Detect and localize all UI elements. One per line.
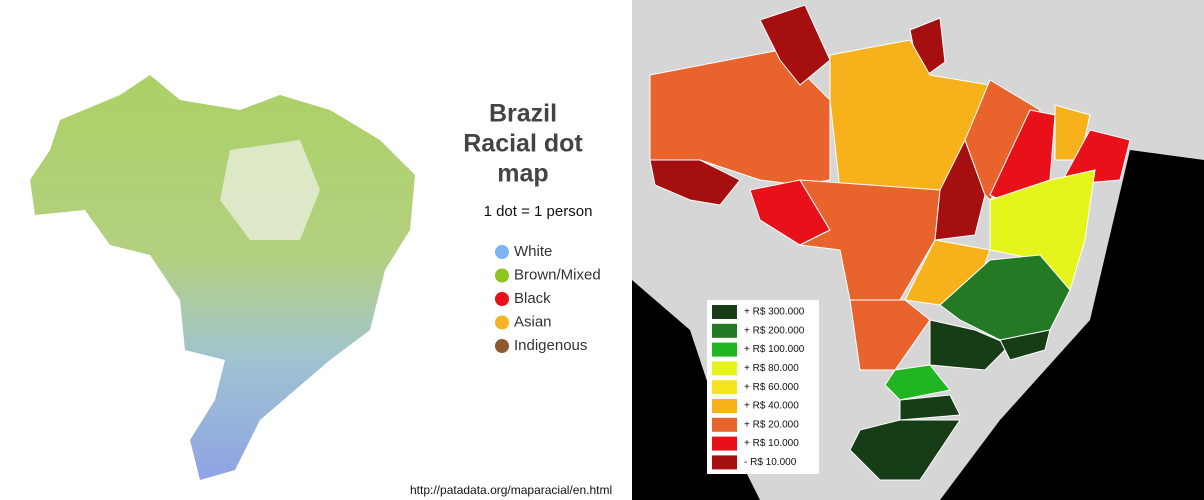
legend-label: + R$ 20.000	[744, 419, 799, 430]
legend-label: + R$ 100.000	[744, 344, 805, 355]
legend-swatch	[712, 417, 737, 432]
legend-swatch	[712, 399, 737, 413]
legend-swatch	[495, 315, 509, 330]
legend-label: White	[514, 243, 552, 260]
legend-swatch	[495, 292, 509, 306]
legend-label: Indigenous	[514, 337, 587, 354]
legend-swatch	[712, 361, 737, 376]
title-line: map	[497, 160, 548, 188]
title-line: Racial dot	[463, 130, 583, 158]
subtitle: 1 dot = 1 person	[484, 203, 593, 220]
source-url: http://patadata.org/maparacial/en.html	[410, 483, 612, 497]
legend-label: Brown/Mixed	[514, 266, 601, 283]
legend-swatch	[712, 455, 737, 470]
legend-label: + R$ 40.000	[744, 401, 799, 412]
legend-swatch	[712, 323, 737, 338]
legend-label: - R$ 10.000	[744, 457, 797, 468]
legend-swatch	[495, 245, 509, 259]
legend-label: + R$ 60.000	[744, 382, 799, 393]
states	[649, 4, 1131, 481]
legend: White Brown/Mixed Black Asian Indigenous	[495, 243, 601, 354]
legend-swatch	[495, 339, 509, 353]
sparse-area	[220, 140, 320, 240]
legend-label: + R$ 200.000	[744, 325, 805, 336]
title-line: Brazil	[489, 100, 557, 128]
legend: + R$ 300.000 + R$ 200.000 + R$ 100.000 + R$…	[712, 305, 805, 470]
legend-label: Black	[514, 290, 551, 307]
legend-label: + R$ 300.000	[744, 307, 805, 318]
legend-label: Asian	[514, 313, 552, 330]
legend-label: + R$ 10.000	[744, 438, 799, 449]
legend-swatch	[712, 305, 737, 319]
legend-swatch	[712, 380, 737, 395]
legend-label: + R$ 80.000	[744, 363, 799, 374]
legend-swatch	[495, 268, 509, 283]
dot-map	[30, 75, 415, 480]
legend-swatch	[712, 342, 737, 357]
legend-swatch	[712, 436, 737, 451]
